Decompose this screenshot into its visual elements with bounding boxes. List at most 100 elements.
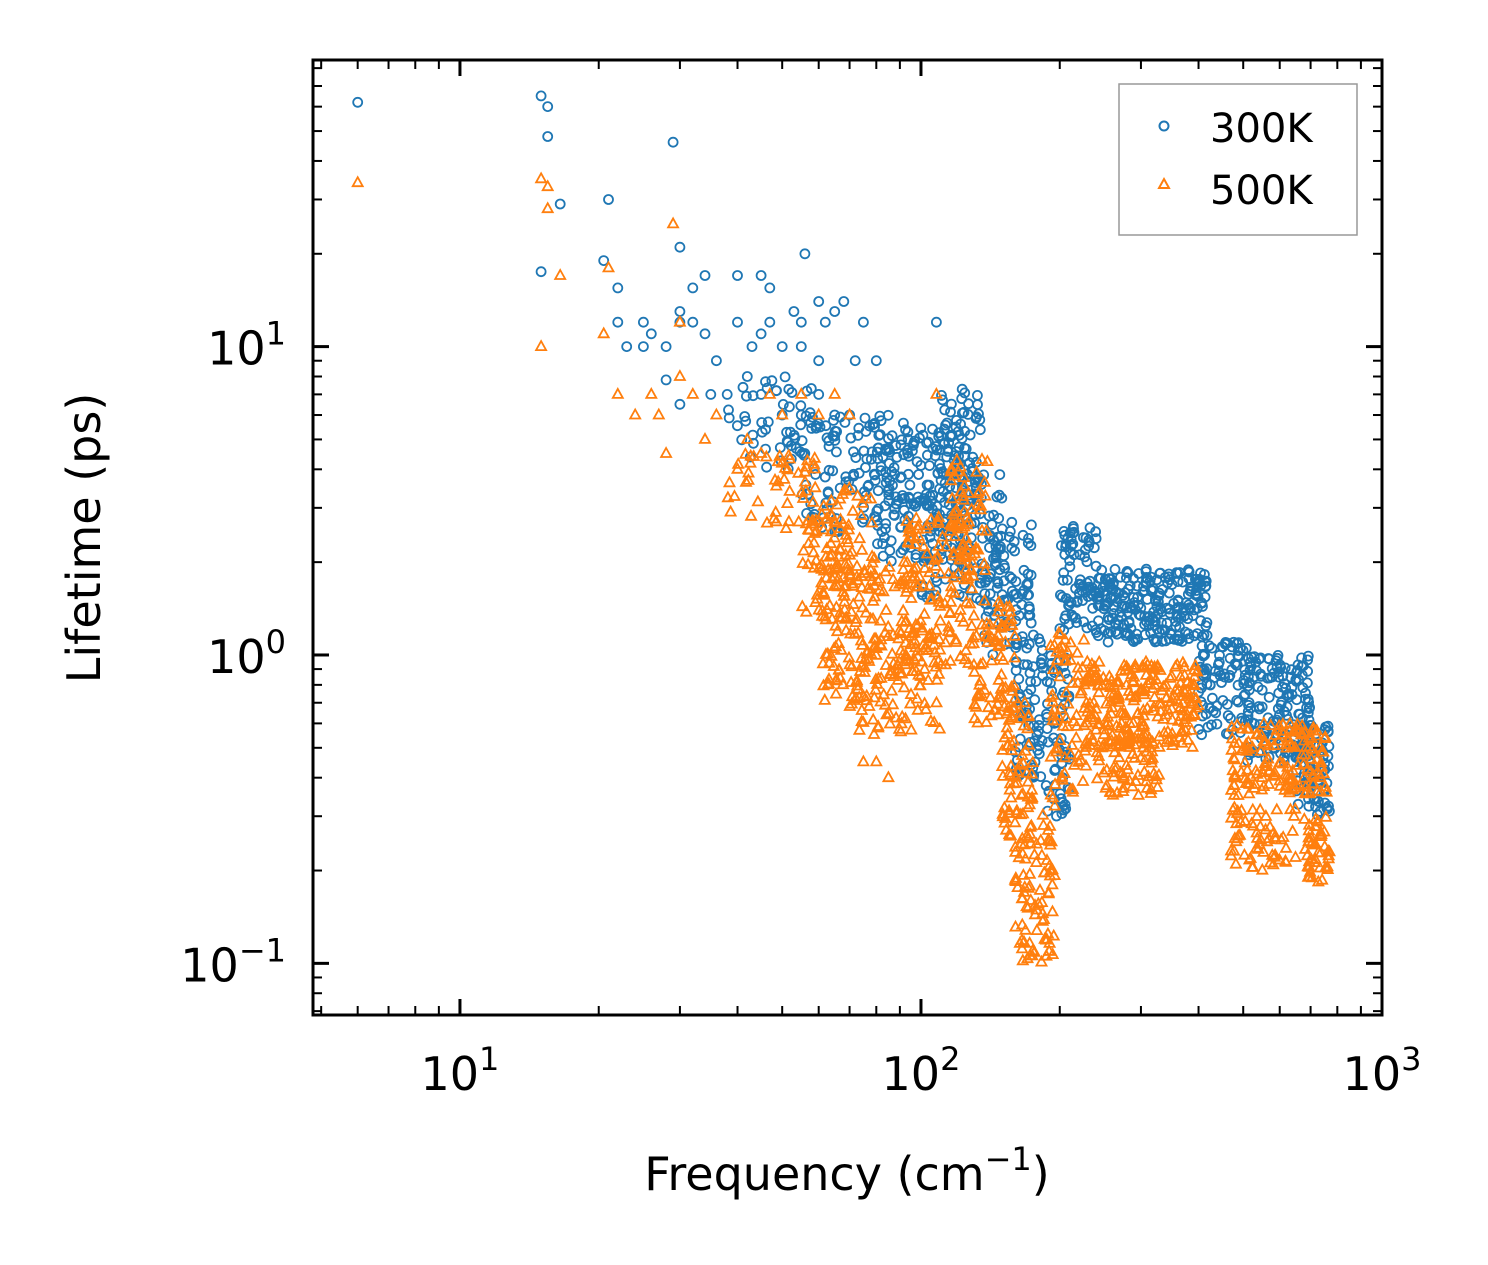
point-500k [1159, 691, 1173, 703]
point-500k [1092, 685, 1106, 698]
point-500k [953, 603, 967, 615]
point-300k [1254, 703, 1265, 715]
point-500k [898, 711, 913, 724]
point-500k [1023, 866, 1037, 879]
point-500k [1314, 755, 1328, 768]
point-500k [1259, 822, 1273, 835]
point-500k [1150, 780, 1165, 792]
point-300k [747, 390, 759, 402]
point-500k [792, 514, 806, 527]
point-300k [598, 255, 610, 267]
point-300k [974, 424, 986, 436]
point-500k [922, 565, 936, 578]
point-300k [1063, 599, 1075, 611]
point-500k [802, 522, 816, 535]
point-500k [1124, 688, 1138, 701]
point-500k [1137, 684, 1151, 697]
point-500k [879, 603, 893, 615]
point-500k [1262, 777, 1276, 789]
y-tick-label: 100 [207, 623, 286, 684]
point-500k [1238, 814, 1252, 826]
point-300k [890, 498, 902, 510]
point-300k [761, 461, 772, 473]
point-300k [799, 448, 811, 459]
point-500k [1299, 779, 1313, 792]
point-500k [1013, 711, 1027, 724]
point-500k [1026, 755, 1040, 767]
point-300k [887, 479, 898, 491]
point-500k [915, 620, 929, 633]
point-500k [534, 171, 548, 184]
point-500k [836, 570, 851, 583]
point-500k [854, 651, 869, 663]
point-500k [1136, 660, 1150, 673]
point-500k [883, 716, 897, 729]
point-500k [1227, 752, 1241, 765]
point-500k [831, 559, 846, 572]
point-500k [1056, 718, 1070, 731]
point-500k [1051, 708, 1065, 720]
point-500k [1079, 740, 1093, 752]
point-500k [1128, 750, 1142, 763]
point-500k [905, 626, 919, 639]
point-500k [1313, 829, 1327, 841]
point-300k [895, 439, 907, 451]
point-500k [978, 563, 992, 575]
point-500k [1083, 738, 1097, 750]
point-500k [1288, 850, 1303, 862]
point-500k [1235, 743, 1249, 756]
point-500k [831, 636, 846, 648]
point-500k [949, 632, 963, 645]
point-500k [1304, 751, 1318, 764]
point-500k [666, 216, 680, 229]
point-500k [1134, 750, 1148, 763]
series-500k [351, 171, 1337, 967]
point-500k [1131, 705, 1145, 718]
point-300k [723, 404, 734, 416]
point-500k [1011, 695, 1025, 708]
point-500k [1225, 742, 1239, 755]
point-500k [1128, 660, 1142, 673]
point-500k [992, 673, 1006, 685]
point-300k [907, 445, 918, 457]
point-300k [853, 467, 865, 479]
point-500k [724, 504, 738, 517]
legend: 300K 500K [1118, 83, 1358, 236]
point-500k [1004, 679, 1019, 692]
point-300k [919, 495, 930, 507]
point-300k [915, 422, 927, 434]
point-500k [1090, 745, 1104, 758]
point-500k [882, 560, 896, 572]
point-500k [1173, 676, 1187, 688]
point-300k [1144, 610, 1156, 622]
point-300k [1025, 617, 1037, 629]
point-300k [1243, 697, 1255, 708]
point-300k [1056, 540, 1067, 551]
point-500k [855, 638, 869, 650]
x-axis-title: Frequency (cm−1) [644, 1140, 1049, 1201]
point-300k [1139, 619, 1150, 630]
point-500k [808, 526, 822, 538]
point-500k [829, 686, 843, 699]
point-500k [1080, 715, 1094, 728]
point-500k [727, 489, 742, 501]
point-500k [995, 759, 1009, 771]
point-500k [980, 616, 994, 629]
point-500k [628, 407, 642, 420]
point-300k [915, 459, 927, 471]
point-500k [1301, 859, 1315, 872]
point-500k [928, 645, 942, 658]
point-300k [958, 406, 970, 418]
point-500k [932, 538, 946, 551]
point-500k [1260, 834, 1274, 847]
point-500k [824, 536, 838, 549]
point-500k [873, 613, 887, 626]
point-300k [819, 316, 831, 328]
point-300k [1102, 597, 1114, 609]
point-500k [777, 472, 791, 484]
point-500k [867, 727, 881, 739]
point-500k [1107, 769, 1121, 782]
point-500k [1007, 678, 1021, 690]
point-500k [1164, 694, 1178, 707]
point-300k [1091, 627, 1102, 638]
